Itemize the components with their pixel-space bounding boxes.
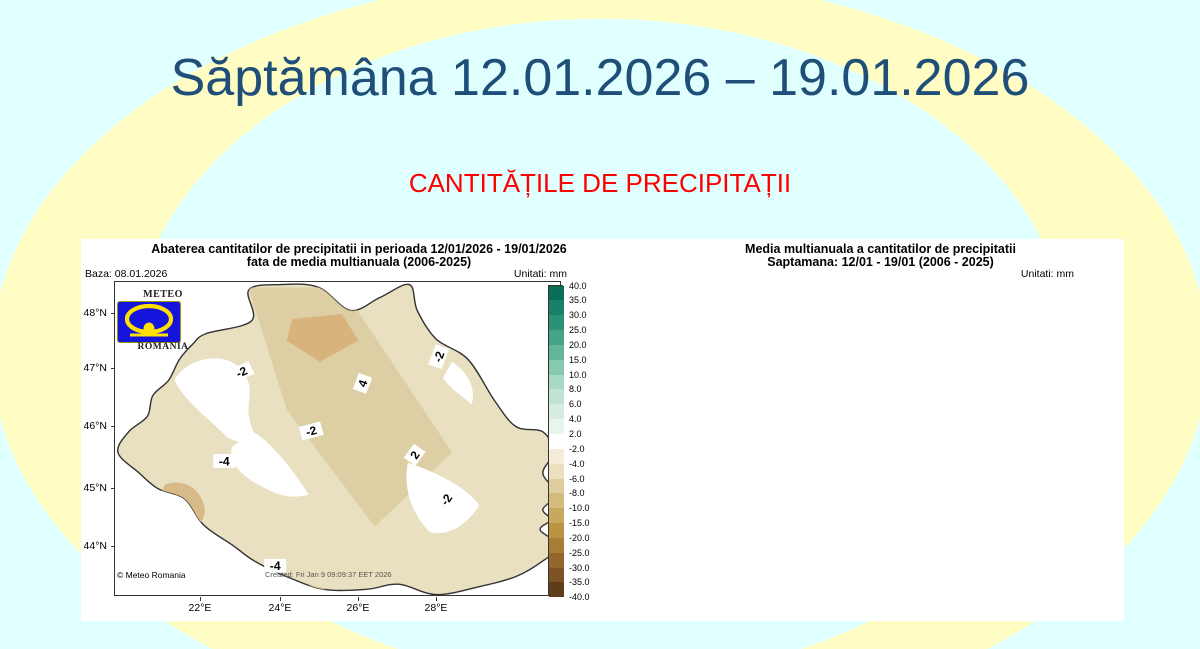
svg-text:-4: -4: [219, 454, 230, 468]
